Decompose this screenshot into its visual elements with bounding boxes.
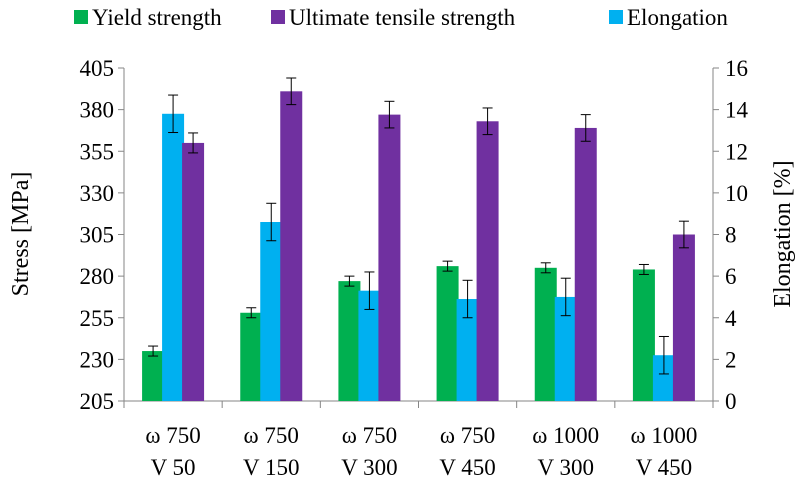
error-bar (344, 275, 355, 287)
x-tick-label: ω 750 (440, 423, 495, 448)
y-tick-label: 255 (80, 306, 115, 331)
x-tick-label: V 300 (538, 455, 594, 480)
y-tick-label: 205 (80, 389, 115, 414)
bar-elongation (162, 113, 185, 401)
x-tick-label: V 450 (636, 455, 692, 480)
error-bar (462, 279, 473, 319)
x-tick-label: V 300 (341, 455, 397, 480)
bar-elongation (554, 296, 577, 401)
bar-yield-strength (436, 266, 459, 401)
x-tick-label: V 150 (243, 455, 299, 480)
y-axis-left: 205 230 255 280 305 330 355 380 405 (80, 56, 125, 414)
error-bar (442, 260, 453, 272)
x-tick-label: V 50 (151, 455, 196, 480)
error-bar (482, 107, 493, 136)
error-bar (168, 94, 179, 134)
legend-label: Yield strength (92, 5, 222, 30)
x-tick-label: ω 750 (342, 423, 397, 448)
legend-swatch (609, 10, 623, 24)
bar-ultimate-tensile-strength (672, 234, 695, 401)
bar-ultimate-tensile-strength (476, 121, 499, 401)
bar-ultimate-tensile-strength (280, 91, 303, 401)
bar-ultimate-tensile-strength (574, 127, 597, 401)
bar-yield-strength (632, 269, 655, 401)
x-tick-label: ω 750 (145, 423, 200, 448)
y2-tick-label: 12 (725, 139, 748, 164)
error-bar (286, 77, 297, 106)
y-tick-label: 230 (80, 347, 115, 372)
legend-label: Elongation (627, 5, 728, 30)
legend-item: Ultimate tensile strength (271, 5, 516, 30)
y-tick-label: 355 (80, 139, 115, 164)
error-bar (580, 114, 591, 142)
legend-item: Elongation (609, 5, 728, 30)
error-bar (266, 202, 277, 242)
x-tick-label: ω 1000 (630, 423, 697, 448)
legend-item: Yield strength (74, 5, 222, 30)
y2-tick-label: 4 (725, 306, 737, 331)
error-bar (560, 277, 571, 317)
error-bar (188, 132, 199, 154)
y2-tick-label: 10 (725, 181, 748, 206)
y-axis-right: 0 2 4 6 8 10 12 14 16 (712, 56, 749, 414)
y-tick-label: 305 (80, 223, 115, 248)
x-tick-label: V 450 (439, 455, 495, 480)
error-bar (638, 263, 649, 275)
x-tick-label: ω 1000 (532, 423, 599, 448)
bars (142, 77, 695, 402)
y2-tick-label: 14 (725, 98, 749, 123)
bar-ultimate-tensile-strength (378, 114, 401, 402)
legend-swatch (74, 10, 88, 24)
bar-yield-strength (142, 351, 165, 401)
bar-elongation (456, 299, 479, 401)
y-tick-label: 280 (80, 264, 115, 289)
legend-label: Ultimate tensile strength (289, 5, 516, 30)
x-axis: ω 750 V 50 ω 750 V 150 ω 750 V 300 ω 750 V 450 ω… (123, 400, 714, 480)
x-tick-label: ω 750 (244, 423, 299, 448)
error-bar (540, 262, 551, 274)
y2-tick-label: 2 (725, 347, 737, 372)
error-bar (384, 100, 395, 129)
y2-tick-label: 8 (725, 223, 737, 248)
error-bar (148, 345, 159, 357)
y-axis-title: Stress [MPa] (8, 172, 34, 297)
error-bar (678, 220, 689, 249)
error-bar (364, 271, 375, 310)
legend-swatch (271, 10, 285, 24)
bar-ultimate-tensile-strength (182, 142, 205, 402)
bar-yield-strength (338, 281, 361, 401)
bar-elongation (260, 222, 283, 401)
error-bar (246, 307, 257, 319)
bar-yield-strength (240, 312, 263, 401)
error-bar (658, 335, 669, 375)
y2-axis-title: Elongation [%] (770, 160, 796, 307)
bar-elongation (358, 290, 381, 401)
y-tick-label: 380 (80, 98, 115, 123)
bar-yield-strength (534, 267, 557, 401)
y2-tick-label: 0 (725, 389, 737, 414)
legend: Yield strength Ultimate tensile strength E… (74, 5, 728, 30)
y2-tick-label: 6 (725, 264, 737, 289)
y2-tick-label: 16 (725, 56, 748, 81)
y-tick-label: 330 (80, 181, 115, 206)
bar-elongation (652, 355, 675, 401)
y-tick-label: 405 (80, 56, 115, 81)
